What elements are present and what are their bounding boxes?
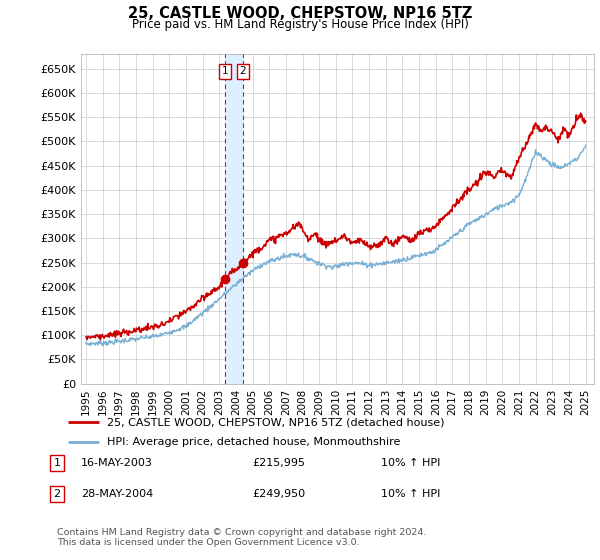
Text: 2: 2	[53, 489, 61, 499]
Text: 1: 1	[53, 458, 61, 468]
Text: 10% ↑ HPI: 10% ↑ HPI	[381, 458, 440, 468]
Text: 16-MAY-2003: 16-MAY-2003	[81, 458, 153, 468]
Text: Price paid vs. HM Land Registry's House Price Index (HPI): Price paid vs. HM Land Registry's House …	[131, 18, 469, 31]
Bar	[226, 54, 243, 384]
Text: 1: 1	[222, 67, 229, 77]
Text: £249,950: £249,950	[252, 489, 305, 499]
Text: Contains HM Land Registry data © Crown copyright and database right 2024.
This d: Contains HM Land Registry data © Crown c…	[57, 528, 427, 547]
Text: 28-MAY-2004: 28-MAY-2004	[81, 489, 153, 499]
Text: £215,995: £215,995	[252, 458, 305, 468]
Text: 2: 2	[239, 67, 246, 77]
Text: 10% ↑ HPI: 10% ↑ HPI	[381, 489, 440, 499]
Text: 25, CASTLE WOOD, CHEPSTOW, NP16 5TZ: 25, CASTLE WOOD, CHEPSTOW, NP16 5TZ	[128, 6, 472, 21]
Text: HPI: Average price, detached house, Monmouthshire: HPI: Average price, detached house, Monm…	[107, 437, 400, 447]
Text: 25, CASTLE WOOD, CHEPSTOW, NP16 5TZ (detached house): 25, CASTLE WOOD, CHEPSTOW, NP16 5TZ (det…	[107, 417, 445, 427]
